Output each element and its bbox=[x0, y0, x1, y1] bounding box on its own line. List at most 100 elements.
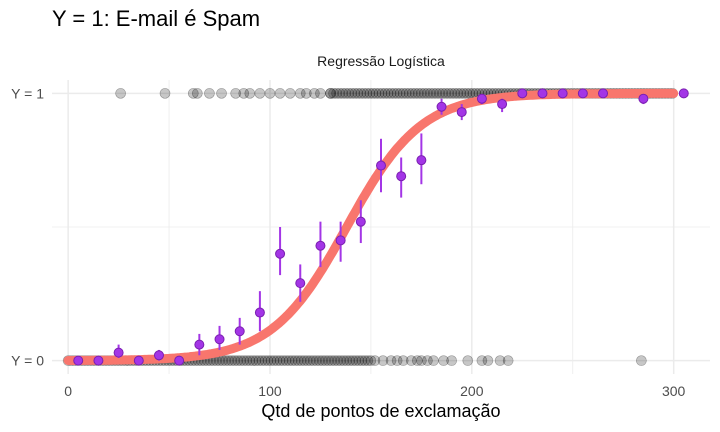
observation-point bbox=[449, 88, 460, 99]
binned-mean-point bbox=[113, 347, 124, 358]
observation-point bbox=[376, 88, 388, 99]
observation-point bbox=[379, 88, 391, 99]
binned-mean-point bbox=[476, 93, 487, 104]
observation-point bbox=[320, 355, 331, 366]
observation-point bbox=[315, 88, 326, 99]
observation-point bbox=[265, 355, 277, 366]
observation-point bbox=[187, 88, 199, 99]
observation-point bbox=[254, 88, 266, 99]
observation-point bbox=[262, 355, 274, 366]
x-tick-label: 200 bbox=[460, 383, 484, 399]
observation-point bbox=[458, 88, 470, 99]
observation-point bbox=[229, 355, 240, 366]
observation-point bbox=[397, 355, 409, 366]
binned-mean-point bbox=[436, 101, 447, 112]
binned-mean-point bbox=[416, 155, 427, 166]
observation-point bbox=[365, 355, 377, 366]
observation-point bbox=[412, 355, 423, 366]
observation-point bbox=[358, 88, 370, 99]
observation-point bbox=[382, 88, 394, 99]
observation-point bbox=[356, 355, 368, 366]
observation-point bbox=[437, 88, 448, 99]
observation-point bbox=[250, 355, 262, 366]
observation-point bbox=[428, 88, 439, 99]
observation-point bbox=[355, 88, 367, 99]
axis-ticks: 0 100 200 300 Y = 0 Y = 1 bbox=[11, 85, 685, 399]
observation-point bbox=[314, 355, 325, 366]
binned-mean-point bbox=[598, 88, 609, 99]
observation-point bbox=[461, 88, 473, 99]
observation-point bbox=[223, 355, 234, 366]
observation-point bbox=[400, 88, 412, 99]
observation-point bbox=[377, 355, 389, 366]
observation-point bbox=[299, 355, 310, 366]
observation-point bbox=[232, 355, 243, 366]
observation-point bbox=[325, 88, 336, 99]
observation-point bbox=[115, 88, 126, 99]
chart-title: Y = 1: E-mail é Spam bbox=[52, 6, 261, 31]
observation-point bbox=[253, 355, 265, 366]
observation-point bbox=[350, 355, 362, 366]
observation-point bbox=[367, 88, 379, 99]
observation-point bbox=[403, 88, 415, 99]
binned-mean-point bbox=[638, 93, 649, 104]
binned-mean-point bbox=[396, 171, 407, 182]
observation-point bbox=[192, 88, 203, 99]
observation-point bbox=[425, 88, 436, 99]
observation-point bbox=[422, 355, 433, 366]
observation-point bbox=[328, 88, 339, 99]
observation-point bbox=[341, 355, 352, 366]
observation-point bbox=[364, 88, 376, 99]
observation-point bbox=[416, 355, 427, 366]
observation-point bbox=[422, 88, 433, 99]
observation-point bbox=[352, 88, 364, 99]
x-tick-label: 300 bbox=[662, 383, 686, 399]
observation-point bbox=[335, 355, 346, 366]
observation-point bbox=[277, 355, 289, 366]
observation-point bbox=[244, 88, 256, 99]
observation-point bbox=[247, 355, 259, 366]
logistic-curve bbox=[63, 88, 679, 365]
observation-point bbox=[476, 355, 488, 366]
observation-point bbox=[636, 355, 647, 366]
observation-point bbox=[332, 355, 343, 366]
observation-point bbox=[309, 88, 320, 99]
binned-mean-point bbox=[214, 334, 225, 345]
observation-point bbox=[397, 88, 409, 99]
observation-point bbox=[259, 355, 271, 366]
binned-mean-point bbox=[517, 88, 528, 99]
observation-point bbox=[204, 88, 215, 99]
binned-means bbox=[73, 88, 689, 366]
observation-point bbox=[292, 355, 304, 366]
observation-point bbox=[305, 355, 316, 366]
binned-mean-point bbox=[133, 355, 144, 366]
x-axis-title: Qtd de pontos de exclamação bbox=[261, 401, 500, 421]
observation-point bbox=[295, 355, 307, 366]
observation-point bbox=[462, 355, 474, 366]
observation-point bbox=[308, 355, 319, 366]
x-tick-label: 0 bbox=[64, 383, 72, 399]
observation-point bbox=[317, 355, 328, 366]
observation-point bbox=[413, 88, 424, 99]
observation-point bbox=[438, 355, 449, 366]
observation-point bbox=[370, 88, 382, 99]
observation-point bbox=[241, 355, 253, 366]
observation-point bbox=[286, 355, 298, 366]
x-tick-label: 100 bbox=[258, 383, 282, 399]
observation-point bbox=[349, 88, 361, 99]
binned-mean-point bbox=[295, 278, 306, 289]
observation-point bbox=[294, 88, 306, 99]
observation-point bbox=[238, 355, 250, 366]
logistic-curve-line bbox=[63, 88, 679, 365]
observation-point bbox=[373, 88, 385, 99]
observation-point bbox=[235, 355, 247, 366]
binned-mean-point bbox=[194, 339, 205, 350]
observation-point bbox=[343, 88, 355, 99]
binned-mean-point bbox=[678, 88, 689, 99]
observation-point bbox=[361, 88, 373, 99]
observation-point bbox=[159, 88, 171, 99]
binned-mean-point bbox=[497, 99, 508, 110]
grid-lines bbox=[52, 80, 710, 374]
observation-point bbox=[406, 88, 418, 99]
observation-point bbox=[329, 355, 340, 366]
